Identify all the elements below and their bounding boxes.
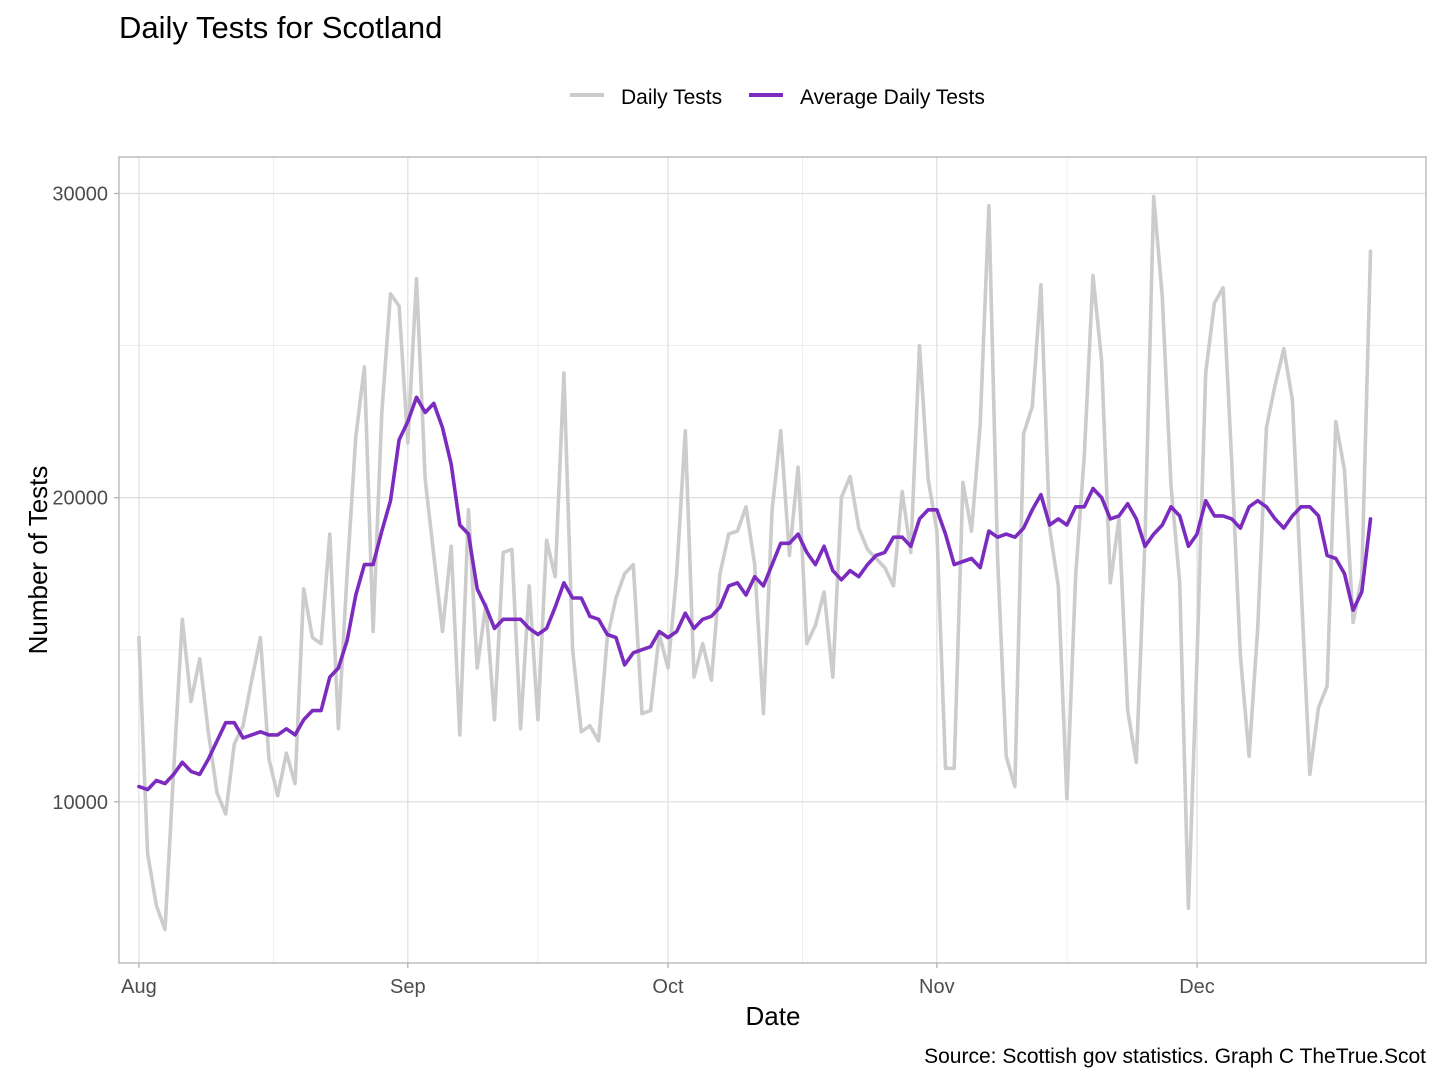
y-axis: 10000 20000 30000 bbox=[52, 183, 119, 813]
x-tick-label: Nov bbox=[919, 976, 955, 998]
series-lines bbox=[139, 197, 1371, 930]
y-tick-label: 20000 bbox=[52, 488, 108, 510]
y-axis-title: Number of Tests bbox=[23, 466, 53, 655]
x-tick-label: Dec bbox=[1179, 976, 1215, 998]
y-tick-label: 10000 bbox=[52, 792, 108, 814]
legend-label-average-daily-tests: Average Daily Tests bbox=[800, 86, 985, 109]
x-tick-label: Sep bbox=[390, 976, 426, 998]
y-tick-label: 30000 bbox=[52, 183, 108, 205]
legend-label-daily-tests: Daily Tests bbox=[621, 86, 722, 109]
chart-title: Daily Tests for Scotland bbox=[119, 10, 442, 45]
series-line-daily-tests bbox=[139, 197, 1371, 930]
x-tick-label: Aug bbox=[121, 976, 157, 998]
x-axis-title: Date bbox=[746, 1001, 801, 1031]
legend: Daily Tests Average Daily Tests bbox=[570, 86, 985, 109]
x-axis: Aug Sep Oct Nov Dec bbox=[121, 963, 1215, 998]
x-tick-label: Oct bbox=[652, 976, 684, 998]
source-caption: Source: Scottish gov statistics. Graph C… bbox=[924, 1045, 1426, 1068]
